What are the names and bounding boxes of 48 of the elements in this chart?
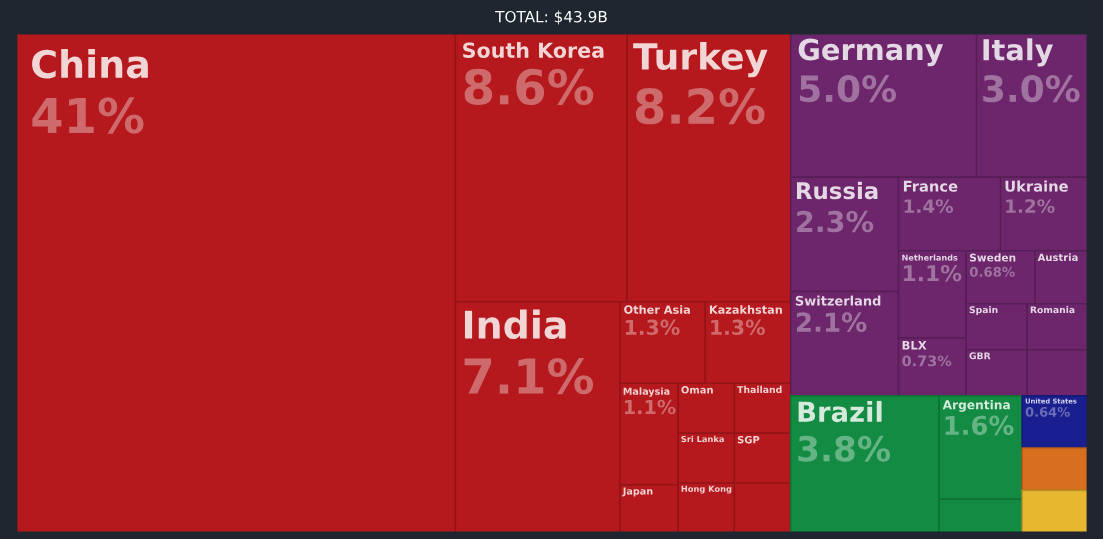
category-label: Germany: [798, 38, 944, 67]
category-label: GBR: [969, 352, 991, 360]
text: TOTAL: $43.9B: [495, 10, 607, 25]
data-label: 3.8%: [798, 435, 891, 462]
category-label: Russia: [797, 181, 878, 200]
category-label: France: [903, 180, 958, 192]
category-label: Sri Lanka: [681, 435, 724, 443]
category-label: Argentina: [942, 399, 1010, 412]
data-label: 2.3%: [797, 210, 874, 233]
data-label: 1.4%: [904, 199, 954, 214]
category-label: Netherlands: [902, 254, 958, 261]
category-label: BLX: [902, 341, 927, 350]
category-label: Oman: [681, 386, 713, 394]
data-label: 3.0%: [983, 75, 1080, 103]
data-label: 5.0%: [800, 75, 897, 103]
data-label: 8.6%: [464, 68, 594, 106]
data-label: 0.68%: [969, 266, 1015, 277]
category-label: Turkey: [633, 42, 768, 78]
category-label: Austria: [1037, 253, 1078, 262]
category-label: Kazakhstan: [709, 305, 782, 314]
data-label: 8.2%: [635, 88, 765, 125]
category-label: Spain: [969, 306, 998, 316]
data-label: 1.6%: [945, 415, 1014, 436]
data-label: 1.3%: [711, 319, 765, 336]
category-label: India: [464, 309, 566, 340]
category-label: Ukraine: [1005, 180, 1068, 192]
data-label: 41%: [32, 97, 144, 134]
category-label: Malaysia: [623, 387, 670, 397]
data-label: 1.3%: [625, 319, 680, 336]
data-label: 0.73%: [902, 355, 952, 367]
category-label: Other Asia: [624, 305, 690, 314]
category-label: South Korea: [463, 42, 604, 59]
category-label: Thailand: [737, 385, 782, 394]
category-label: Brazil: [798, 400, 882, 423]
category-label: Japan: [622, 487, 653, 497]
data-label: 0.64%: [1025, 407, 1070, 417]
category-label: SGP: [737, 435, 760, 444]
data-label: 2.1%: [796, 312, 867, 333]
data-label: 7.1%: [464, 357, 594, 395]
data-label: 1.2%: [1006, 199, 1055, 214]
data-label: 1.1%: [624, 399, 676, 415]
category-label: Italy: [983, 38, 1053, 67]
data-label: 1.1%: [904, 264, 962, 282]
category-label: Sweden: [970, 253, 1016, 262]
category-label: China: [32, 49, 148, 79]
category-label: Hong Kong: [681, 485, 732, 494]
category-label: Switzerland: [795, 295, 881, 306]
category-label: Romania: [1030, 306, 1075, 314]
